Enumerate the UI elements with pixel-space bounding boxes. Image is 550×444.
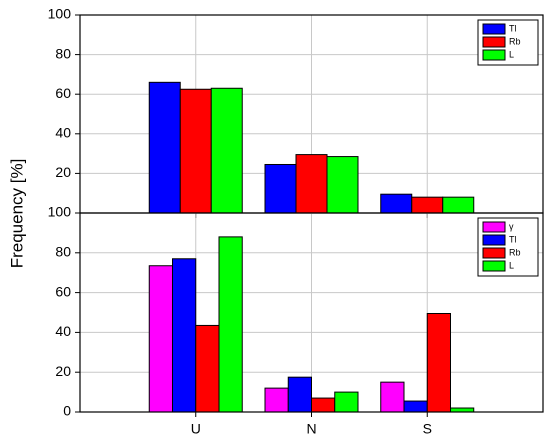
legend-label: Rb (509, 36, 521, 46)
legend-label: γ (509, 221, 514, 231)
y-tick-label: 80 (55, 244, 71, 260)
legend: γ Tl Rb L (477, 217, 539, 277)
bar (426, 312, 451, 413)
legend-label: L (509, 49, 514, 59)
legend-label: Rb (509, 247, 521, 257)
bar (380, 193, 413, 214)
bar (380, 381, 405, 413)
bar (295, 154, 328, 214)
y-tick-label: 40 (55, 125, 71, 141)
bar (195, 324, 220, 413)
x-tick-label: N (306, 421, 316, 437)
legend: Tl Rb L (477, 19, 539, 66)
bar (218, 236, 243, 413)
legend-swatch (482, 247, 506, 259)
legend-swatch (482, 36, 506, 48)
bar (148, 81, 181, 214)
bar (264, 387, 289, 413)
bar (334, 391, 359, 413)
bar (172, 258, 197, 413)
plot-frame (79, 212, 544, 413)
legend-label: Tl (509, 234, 517, 244)
bar (326, 156, 359, 214)
bar (411, 196, 444, 214)
bar (179, 88, 212, 214)
y-tick-label: 60 (55, 85, 71, 101)
legend-swatch (482, 260, 506, 272)
x-tick-label: U (191, 421, 201, 437)
y-tick-label: 100 (48, 204, 72, 220)
legend-swatch (482, 23, 506, 35)
y-tick-label: 20 (55, 164, 71, 180)
y-axis-label: Frequency [%] (7, 159, 26, 269)
y-tick-label: 40 (55, 323, 71, 339)
legend-swatch (482, 49, 506, 61)
bar (403, 400, 428, 413)
legend-label: Tl (509, 23, 517, 33)
x-tick-label: S (423, 421, 432, 437)
legend-label: L (509, 260, 514, 270)
bar (148, 265, 173, 413)
y-tick-label: 100 (48, 6, 72, 22)
legend-swatch (482, 221, 506, 233)
legend-swatch (482, 234, 506, 246)
bar (264, 163, 297, 214)
y-tick-label: 20 (55, 363, 71, 379)
y-tick-label: 80 (55, 45, 71, 61)
bar (311, 397, 336, 413)
y-tick-label: 0 (63, 403, 71, 419)
y-tick-label: 60 (55, 283, 71, 299)
bar (210, 87, 243, 214)
bar (287, 376, 312, 413)
bar (442, 196, 475, 214)
